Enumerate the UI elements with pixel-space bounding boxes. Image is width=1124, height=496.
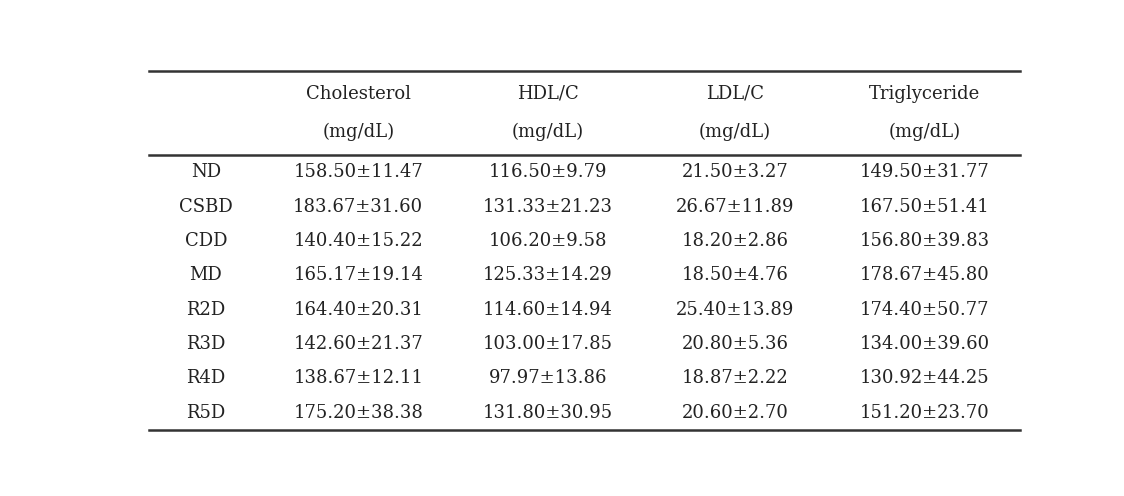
Text: 167.50±51.41: 167.50±51.41	[860, 197, 989, 216]
Text: LDL/C: LDL/C	[706, 85, 764, 103]
Text: 183.67±31.60: 183.67±31.60	[293, 197, 424, 216]
Text: R2D: R2D	[187, 301, 226, 318]
Text: 149.50±31.77: 149.50±31.77	[860, 163, 989, 181]
Text: 18.50±4.76: 18.50±4.76	[681, 266, 788, 284]
Text: 106.20±9.58: 106.20±9.58	[489, 232, 607, 250]
Text: (mg/dL): (mg/dL)	[888, 123, 961, 141]
Text: (mg/dL): (mg/dL)	[511, 123, 583, 141]
Text: 97.97±13.86: 97.97±13.86	[489, 370, 607, 387]
Text: 21.50±3.27: 21.50±3.27	[681, 163, 788, 181]
Text: 174.40±50.77: 174.40±50.77	[860, 301, 989, 318]
Text: Triglyceride: Triglyceride	[869, 85, 980, 103]
Text: 140.40±15.22: 140.40±15.22	[293, 232, 423, 250]
Text: HDL/C: HDL/C	[517, 85, 579, 103]
Text: ND: ND	[191, 163, 221, 181]
Text: 20.80±5.36: 20.80±5.36	[681, 335, 789, 353]
Text: 142.60±21.37: 142.60±21.37	[293, 335, 423, 353]
Text: 130.92±44.25: 130.92±44.25	[860, 370, 989, 387]
Text: R4D: R4D	[187, 370, 226, 387]
Text: Cholesterol: Cholesterol	[306, 85, 410, 103]
Text: 158.50±11.47: 158.50±11.47	[293, 163, 423, 181]
Text: 116.50±9.79: 116.50±9.79	[489, 163, 607, 181]
Text: 138.67±12.11: 138.67±12.11	[293, 370, 424, 387]
Text: 165.17±19.14: 165.17±19.14	[293, 266, 424, 284]
Text: CDD: CDD	[184, 232, 227, 250]
Text: MD: MD	[190, 266, 223, 284]
Text: CSBD: CSBD	[179, 197, 233, 216]
Text: 156.80±39.83: 156.80±39.83	[860, 232, 989, 250]
Text: R3D: R3D	[187, 335, 226, 353]
Text: 175.20±38.38: 175.20±38.38	[293, 404, 424, 422]
Text: 26.67±11.89: 26.67±11.89	[676, 197, 795, 216]
Text: (mg/dL): (mg/dL)	[323, 123, 395, 141]
Text: (mg/dL): (mg/dL)	[699, 123, 771, 141]
Text: 114.60±14.94: 114.60±14.94	[483, 301, 613, 318]
Text: 125.33±14.29: 125.33±14.29	[483, 266, 613, 284]
Text: 131.33±21.23: 131.33±21.23	[482, 197, 613, 216]
Text: R5D: R5D	[187, 404, 226, 422]
Text: 134.00±39.60: 134.00±39.60	[860, 335, 989, 353]
Text: 18.87±2.22: 18.87±2.22	[681, 370, 788, 387]
Text: 20.60±2.70: 20.60±2.70	[681, 404, 788, 422]
Text: 18.20±2.86: 18.20±2.86	[681, 232, 789, 250]
Text: 103.00±17.85: 103.00±17.85	[482, 335, 613, 353]
Text: 25.40±13.89: 25.40±13.89	[676, 301, 795, 318]
Text: 151.20±23.70: 151.20±23.70	[860, 404, 989, 422]
Text: 178.67±45.80: 178.67±45.80	[860, 266, 989, 284]
Text: 164.40±20.31: 164.40±20.31	[293, 301, 424, 318]
Text: 131.80±30.95: 131.80±30.95	[482, 404, 613, 422]
